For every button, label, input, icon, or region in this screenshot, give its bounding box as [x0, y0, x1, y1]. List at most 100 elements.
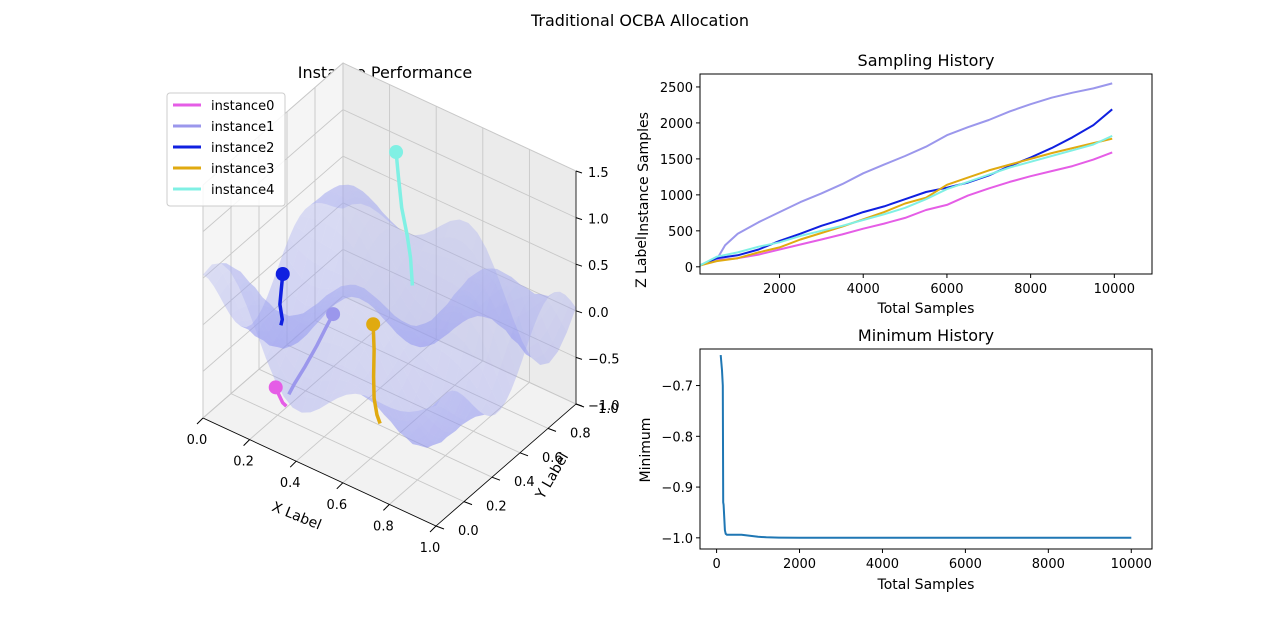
surface-patch [290, 297, 306, 323]
surface-patch [545, 291, 560, 305]
surface-patch [468, 313, 483, 319]
surface-patch [258, 331, 273, 342]
figure-title: Traditional OCBA Allocation [530, 11, 749, 30]
surface-patch [495, 304, 510, 321]
surface-patch [414, 421, 429, 442]
surface-patch [470, 411, 485, 420]
surface-patch [256, 308, 272, 336]
surface-patch [481, 248, 496, 284]
surface-patch [493, 275, 508, 290]
tick-label: 0.0 [588, 306, 609, 321]
surface-patch [461, 292, 476, 311]
surface-patch [410, 427, 426, 441]
surface-patch [502, 324, 517, 343]
surface-patch [375, 291, 390, 311]
surface-patch [405, 419, 420, 432]
tick-label: 0.6 [326, 498, 347, 513]
surface-patch [377, 260, 392, 286]
surface-patch [219, 283, 234, 306]
surface-patch [493, 303, 508, 326]
surface-patch [473, 305, 489, 317]
surface-patch [434, 302, 449, 319]
surface-patch [543, 341, 559, 363]
surface-patch [265, 306, 281, 318]
surface-patch [260, 335, 275, 346]
surface-patch [438, 278, 453, 303]
surface-patch [308, 205, 324, 221]
surface-patch [310, 308, 325, 323]
surface-patch [452, 262, 467, 290]
surface-patch [385, 317, 401, 334]
surface-patch [430, 237, 446, 256]
grid-line [389, 382, 530, 505]
surface-patch [493, 317, 508, 361]
x-tick-mark [383, 504, 390, 511]
surface-patch [400, 326, 415, 341]
surface-patch [335, 186, 351, 196]
surface-patch [481, 296, 496, 313]
surface-patch [285, 341, 300, 368]
surface-patch [271, 316, 286, 341]
surface-patch [373, 203, 388, 221]
surface-patch [355, 325, 370, 350]
surface-patch [446, 311, 462, 335]
surface-patch [425, 423, 440, 441]
surface-patch [360, 282, 376, 299]
surface-patch [285, 319, 300, 332]
start-marker-instance0 [268, 380, 283, 395]
grid-line [286, 344, 521, 454]
surface-patch [303, 357, 318, 380]
surface-patch [391, 270, 406, 296]
surface-patch [247, 304, 263, 320]
surface-patch [359, 190, 374, 204]
sampling-history-title: Sampling History [858, 51, 995, 70]
surface-patch [429, 274, 444, 298]
surface-patch [351, 270, 367, 289]
surface-patch [298, 232, 313, 258]
surface-patch [246, 279, 261, 296]
y-tick-mark [547, 427, 557, 432]
surface-patch [326, 207, 342, 230]
surface-patch [402, 376, 417, 407]
surface-patch [344, 284, 359, 292]
surface-patch [430, 332, 446, 342]
surface-patch [280, 354, 295, 383]
surface-patch [416, 338, 431, 347]
surface-patch [276, 324, 291, 338]
surface-patch [380, 214, 395, 229]
surface-patch [446, 283, 462, 307]
surface-patch [317, 292, 333, 304]
surface-patch [235, 268, 250, 283]
surface-patch [335, 296, 351, 304]
surface-patch [430, 371, 445, 401]
surface-patch [280, 330, 295, 345]
surface-patch [473, 333, 489, 372]
surface-patch [353, 287, 368, 298]
surface-patch [357, 297, 372, 316]
grid-line [314, 319, 549, 429]
surface-patch [339, 366, 354, 382]
surface-patch [355, 288, 370, 300]
surface-patch [262, 295, 277, 328]
surface-patch [348, 292, 363, 298]
surface-patch [432, 392, 447, 407]
surface-patch [511, 276, 526, 288]
surface-patch [294, 322, 309, 336]
surface-patch [450, 306, 465, 321]
surface-patch [332, 325, 347, 347]
surface-patch [360, 288, 376, 301]
surface-patch [283, 382, 298, 408]
sampling-history-panel: Sampling History 2000 4000 6000 8000 10000 0 5… [636, 51, 1153, 317]
surface-patch [287, 317, 302, 331]
z-tick-mark [575, 356, 583, 360]
surface-patch [490, 269, 505, 304]
surface-patch [457, 242, 472, 271]
surface-patch [344, 223, 360, 248]
surface-patch [472, 305, 487, 316]
surface-patch [353, 360, 368, 381]
surface-patch [412, 239, 428, 251]
surface-patch [393, 323, 408, 337]
surface-patch [455, 313, 471, 343]
surface-patch [421, 440, 436, 448]
surface-patch [396, 387, 411, 416]
